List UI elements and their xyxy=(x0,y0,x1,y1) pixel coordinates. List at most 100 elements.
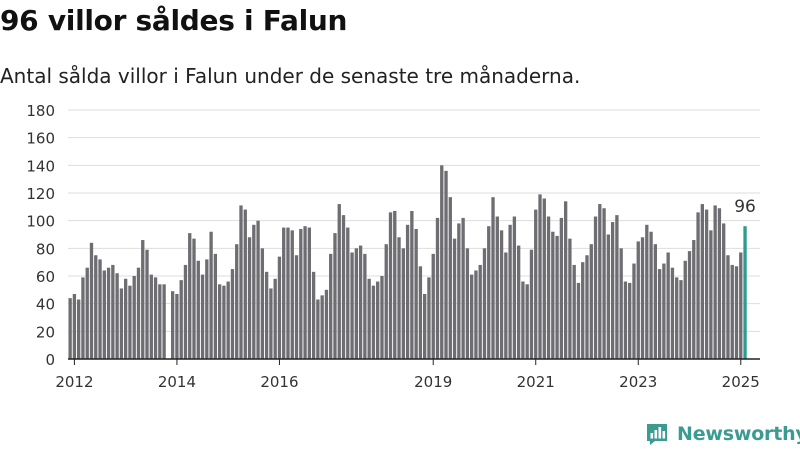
bar xyxy=(679,280,683,359)
bar xyxy=(329,253,333,359)
bar xyxy=(563,201,568,359)
x-tick-label: 2012 xyxy=(55,373,93,391)
bar xyxy=(448,197,452,359)
bar xyxy=(354,248,358,359)
bar xyxy=(653,244,658,359)
bar xyxy=(551,231,555,359)
bar xyxy=(405,224,410,359)
bar xyxy=(320,295,324,359)
bar xyxy=(623,281,628,359)
bar xyxy=(81,277,85,359)
bar xyxy=(358,245,363,359)
bar xyxy=(273,278,277,359)
bar xyxy=(465,248,470,359)
x-tick-label: 2014 xyxy=(158,373,196,391)
y-tick-label: 80 xyxy=(36,240,55,258)
bar xyxy=(376,281,380,359)
bar xyxy=(106,267,111,359)
bar xyxy=(179,280,183,359)
bar xyxy=(734,266,739,359)
bar xyxy=(461,217,465,359)
bar-chart: 0 20 40 60 80 100 120 140 160 180 96 2012 2014 2016 20… xyxy=(26,102,760,391)
y-tick-label: 60 xyxy=(36,268,55,286)
bar xyxy=(299,228,303,359)
bar xyxy=(602,208,606,359)
bar xyxy=(341,215,346,359)
bar xyxy=(542,198,546,359)
bar xyxy=(487,226,491,359)
bar xyxy=(256,220,260,359)
bar xyxy=(619,248,623,359)
bar xyxy=(243,209,247,359)
bar-highlight xyxy=(743,226,747,359)
bar xyxy=(192,238,196,359)
bar xyxy=(213,253,218,359)
bar xyxy=(512,216,517,359)
bar xyxy=(474,270,478,359)
bar xyxy=(367,278,371,359)
bar xyxy=(230,269,235,359)
bar xyxy=(704,209,709,359)
x-tick-label: 2019 xyxy=(414,373,452,391)
bar xyxy=(709,230,713,359)
brand-name: Newsworthy xyxy=(677,423,800,445)
y-tick-label: 140 xyxy=(26,157,55,175)
bar xyxy=(692,240,696,359)
bar xyxy=(252,224,256,359)
bar xyxy=(337,204,341,359)
bar xyxy=(495,216,499,359)
bar xyxy=(393,210,397,359)
bar xyxy=(119,288,124,359)
y-tick-label: 180 xyxy=(26,102,55,120)
bar xyxy=(226,281,230,359)
bar xyxy=(435,217,440,359)
bar xyxy=(401,248,405,359)
y-tick-label: 40 xyxy=(36,296,55,314)
bar xyxy=(350,252,354,359)
bar xyxy=(521,281,525,359)
bar xyxy=(529,249,534,359)
bar xyxy=(264,271,269,359)
highlight-value-label: 96 xyxy=(734,197,756,217)
bar xyxy=(282,227,286,359)
bar xyxy=(606,234,611,359)
x-tick-label: 2023 xyxy=(619,373,657,391)
bar xyxy=(98,259,102,359)
newsworthy-logo[interactable]: Newsworthy xyxy=(645,419,800,449)
bar xyxy=(136,267,141,359)
bar xyxy=(414,228,418,359)
bar xyxy=(333,233,337,359)
bar xyxy=(175,293,179,359)
chart-title: 96 villor såldes i Falun xyxy=(0,4,348,37)
bar xyxy=(525,284,529,359)
bar xyxy=(235,244,239,359)
bar xyxy=(452,238,457,359)
bar xyxy=(470,274,474,359)
bar xyxy=(209,231,213,359)
bar xyxy=(504,252,508,359)
bar xyxy=(277,256,282,359)
newsworthy-logo-icon xyxy=(647,424,667,445)
bar xyxy=(717,208,722,359)
bar xyxy=(726,255,730,359)
bar xyxy=(538,194,542,359)
bar xyxy=(346,227,350,359)
bar xyxy=(640,237,645,359)
bar xyxy=(670,267,675,359)
y-tick-label: 100 xyxy=(26,213,55,231)
bar xyxy=(145,249,149,359)
x-tick-label: 2021 xyxy=(517,373,555,391)
x-tick-label: 2016 xyxy=(260,373,298,391)
bar xyxy=(568,238,572,359)
bar xyxy=(205,259,209,359)
bar xyxy=(636,241,640,359)
bar xyxy=(645,224,649,359)
bar xyxy=(188,233,192,359)
bar xyxy=(371,285,376,359)
bar xyxy=(534,209,538,359)
bar xyxy=(418,266,423,359)
bar xyxy=(124,278,128,359)
bar xyxy=(72,293,77,359)
bar xyxy=(491,197,495,359)
bar xyxy=(102,270,106,359)
